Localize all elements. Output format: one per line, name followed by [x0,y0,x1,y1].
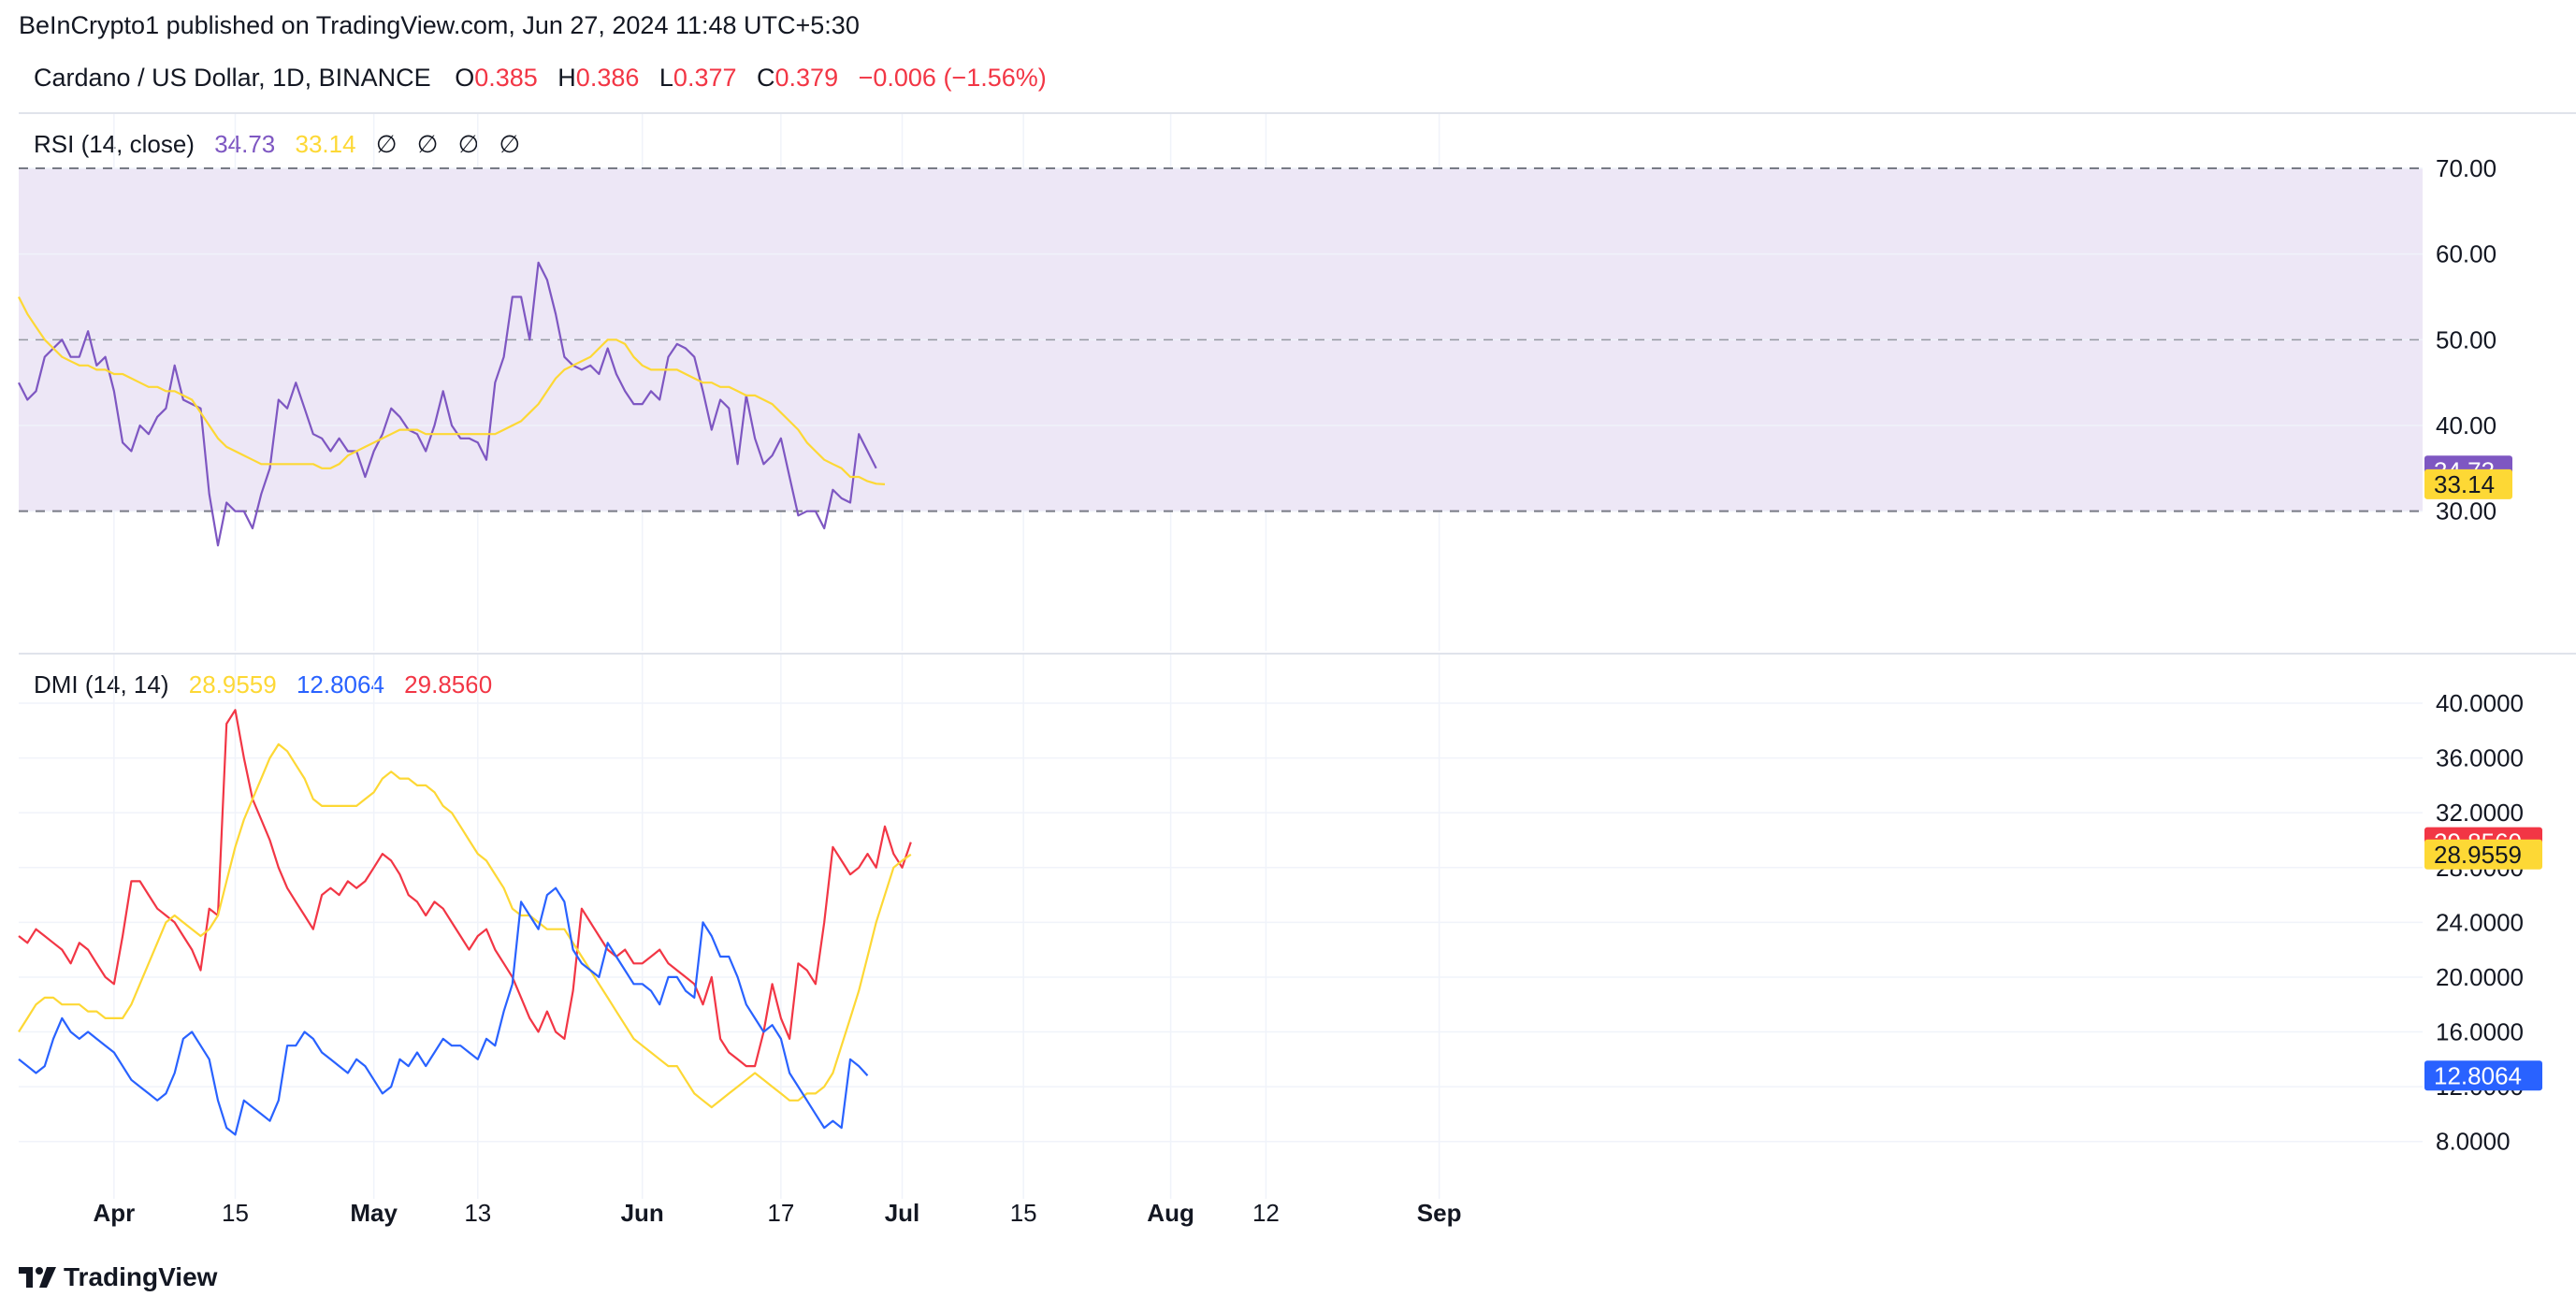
close-value: 0.379 [774,64,839,92]
x-tick-label: 13 [464,1199,491,1227]
rsi-y-tick-label: 40.00 [2436,411,2496,439]
pane-divider [19,653,2576,655]
dmi-y-tick-label: 24.0000 [2436,908,2524,936]
dmi-legend-title: DMI (14, 14) [34,670,169,699]
rsi-ma-legend-value: 33.14 [295,130,356,158]
rsi-y-tick-label: 30.00 [2436,497,2496,526]
symbol-ohlc-row: Cardano / US Dollar, 1D, BINANCE O0.385 … [34,64,1047,93]
rsi-legend-extra: ∅ [457,130,480,158]
high-label: H [557,64,576,92]
rsi-legend-value: 34.73 [214,130,276,158]
rsi-y-tick-label: 70.00 [2436,154,2496,182]
dmi-y-tick-label: 40.0000 [2436,689,2524,717]
dmi-y-tick-label: 36.0000 [2436,744,2524,772]
tradingview-logo-icon [19,1267,56,1288]
symbol-name[interactable]: Cardano / US Dollar, 1D, BINANCE [34,64,431,92]
adx-last-value-box [2424,839,2542,870]
rsi-y-tick-label: 60.00 [2436,240,2496,268]
indicator-chart[interactable]: 70.00 60.00 50.00 40.00 30.00 34.73 33.14 40.00… [0,0,2576,1253]
rsi-legend-extra: ∅ [499,130,521,158]
x-tick-label: Jul [885,1199,920,1227]
x-tick-label: Jun [621,1199,664,1227]
dmi-y-tick-label: 32.0000 [2436,799,2524,827]
open-label: O [455,64,475,92]
header-divider [19,112,2576,114]
x-tick-label: 15 [1010,1199,1037,1227]
x-tick-label: 17 [767,1199,794,1227]
low-value: 0.377 [673,64,737,92]
tradingview-brand: TradingView [64,1262,218,1291]
publish-credit: BeInCrypto1 published on TradingView.com… [19,11,860,39]
x-tick-label: Sep [1417,1199,1462,1227]
x-tick-label: Aug [1147,1199,1194,1227]
low-label: L [658,64,673,92]
x-tick-label: May [350,1199,398,1227]
rsi-line [18,261,877,547]
rsi-y-tick-label: 50.00 [2436,325,2496,353]
x-tick-label: Apr [93,1199,135,1227]
adx-last-value-label: 28.9559 [2434,841,2522,869]
x-tick-label: 15 [222,1199,249,1227]
dmi-y-tick-label: 20.0000 [2436,963,2524,991]
high-value: 0.386 [575,64,640,92]
rsi-legend-extra: ∅ [375,130,398,158]
plus-di-last-value-label: 12.8064 [2434,1061,2522,1089]
plus-di-line [18,886,869,1136]
dmi-y-tick-label: 8.0000 [2436,1128,2511,1156]
price-change: −0.006 (−1.56%) [858,64,1047,92]
plus-di-legend-value: 12.8064 [296,670,384,699]
plus-di-last-value-box [2424,1060,2542,1091]
rsi-legend-extra: ∅ [416,130,439,158]
rsi-ma-last-value-box [2424,468,2512,499]
dmi-legend[interactable]: DMI (14, 14) 28.9559 12.8064 29.8560 [34,670,505,699]
minus-di-line [18,709,912,1068]
adx-line [18,742,912,1109]
close-label: C [757,64,775,92]
open-value: 0.385 [474,64,538,92]
dmi-y-tick-label: 16.0000 [2436,1018,2524,1046]
tradingview-logo[interactable]: TradingView [19,1262,217,1292]
adx-legend-value: 28.9559 [188,670,277,699]
rsi-ma-last-value-label: 33.14 [2434,470,2495,498]
rsi-ma-line [18,296,886,485]
x-tick-label: 12 [1252,1199,1280,1227]
